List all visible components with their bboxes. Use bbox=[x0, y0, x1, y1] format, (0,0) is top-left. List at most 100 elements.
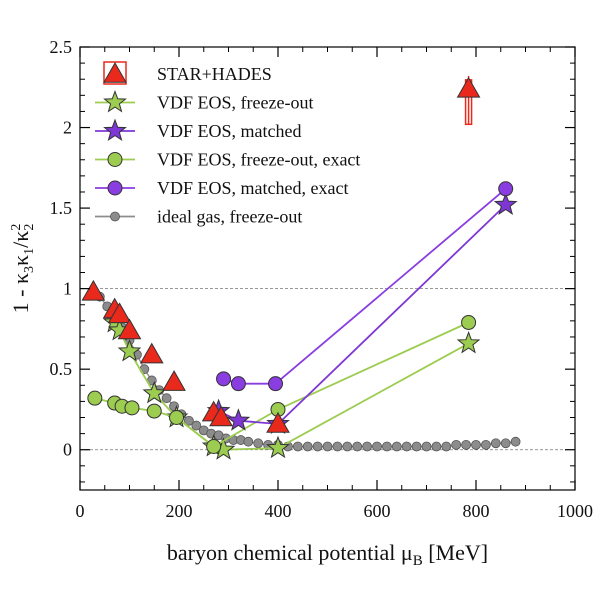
y-axis-label-part-3: /κ bbox=[8, 231, 33, 248]
point-vdf-eos-matched-exact bbox=[268, 376, 284, 392]
point-vdf-eos-matched-exact bbox=[216, 371, 232, 387]
point-vdf-eos-matched bbox=[226, 408, 251, 431]
y-axis-label-part-1: 1 - κ bbox=[8, 273, 33, 313]
series-star-hades bbox=[81, 279, 290, 433]
point-ideal-gas-freeze-out bbox=[191, 420, 202, 431]
point-ideal-gas-freeze-out bbox=[183, 415, 194, 426]
point-vdf-eos-freeze-out-exact bbox=[146, 403, 162, 419]
legend-marker-ideal-gas-freeze-out bbox=[110, 211, 120, 222]
y-tick-label: 0.5 bbox=[50, 359, 73, 379]
point-ideal-gas-freeze-out bbox=[421, 441, 432, 452]
legend-marker-vdf-eos-freeze-out-exact bbox=[107, 152, 123, 167]
point-vdf-eos-matched-exact bbox=[230, 376, 246, 392]
point-ideal-gas-freeze-out bbox=[322, 441, 333, 452]
legend-label: VDF EOS, matched bbox=[157, 121, 301, 141]
point-ideal-gas-freeze-out bbox=[352, 441, 363, 452]
point-ideal-gas-freeze-out bbox=[381, 441, 392, 452]
point-vdf-eos-freeze-out-exact bbox=[169, 410, 185, 426]
point-ideal-gas-freeze-out bbox=[451, 439, 462, 450]
y-tick-label: 1 bbox=[63, 279, 72, 299]
legend-item-vdf-eos-freeze-out-exact: VDF EOS, freeze-out, exact bbox=[95, 150, 360, 170]
legend-label: STAR+HADES bbox=[157, 64, 272, 84]
point-ideal-gas-freeze-out bbox=[243, 436, 254, 447]
reference-lines bbox=[80, 288, 575, 451]
point-ideal-gas-freeze-out bbox=[362, 441, 373, 452]
point-ideal-gas-freeze-out bbox=[161, 393, 172, 404]
plot-frame bbox=[79, 46, 576, 491]
axis-ticks bbox=[79, 46, 576, 490]
point-ideal-gas-freeze-out bbox=[332, 441, 343, 452]
point-ideal-gas-freeze-out bbox=[342, 441, 353, 452]
point-ideal-gas-freeze-out bbox=[312, 441, 323, 452]
y-axis-label: 1 - κ3κ1/κ22 bbox=[8, 224, 37, 314]
y-axis-label-group: 1 - κ3κ1/κ22 bbox=[8, 224, 37, 314]
point-ideal-gas-freeze-out bbox=[431, 441, 442, 452]
point-ideal-gas-freeze-out bbox=[302, 441, 313, 452]
point-ideal-gas-freeze-out bbox=[411, 441, 422, 452]
series-line-ideal-gas-freeze-out bbox=[92, 289, 516, 448]
x-axis-label-symbol: μ bbox=[401, 540, 413, 565]
series-layer bbox=[81, 181, 521, 460]
legend-marker-vdf-eos-matched-exact bbox=[107, 180, 123, 196]
point-star-hades bbox=[107, 302, 132, 324]
legend-item-vdf-eos-matched: VDF EOS, matched bbox=[95, 118, 301, 142]
point-ideal-gas-freeze-out bbox=[372, 441, 382, 452]
point-ideal-gas-freeze-out bbox=[441, 441, 452, 452]
legend-label: VDF EOS, freeze-out bbox=[157, 93, 313, 113]
point-ideal-gas-freeze-out bbox=[292, 441, 303, 452]
point-star-hades bbox=[266, 411, 290, 433]
x-tick-label: 200 bbox=[166, 501, 193, 521]
point-star-hades bbox=[209, 405, 233, 427]
point-vdf-eos-freeze-out-exact bbox=[87, 390, 103, 406]
extra-points-layer bbox=[456, 75, 481, 126]
x-tick-label: 400 bbox=[265, 501, 292, 521]
x-axis-label: baryon chemical potential μB [MeV] bbox=[167, 540, 488, 570]
point-ideal-gas-freeze-out bbox=[500, 438, 511, 449]
point-ideal-gas-freeze-out bbox=[471, 439, 481, 450]
point-vdf-eos-freeze-out bbox=[266, 435, 290, 459]
legend-marker-vdf-eos-matched bbox=[103, 118, 127, 142]
x-tick-label: 1000 bbox=[557, 501, 593, 521]
point-star-hades bbox=[139, 342, 164, 364]
point-vdf-eos-freeze-out-exact bbox=[461, 314, 477, 330]
point-vdf-eos-freeze-out bbox=[456, 330, 481, 354]
legend-marker-vdf-eos-freeze-out bbox=[103, 90, 127, 113]
legend: STAR+HADES VDF EOS, freeze-out VDF EOS, ma… bbox=[95, 61, 360, 227]
point-star-hades bbox=[117, 318, 142, 340]
point-star-hades bbox=[81, 279, 106, 301]
x-axis-label-text: baryon chemical potential bbox=[167, 540, 395, 565]
y-tick-label: 2 bbox=[63, 118, 72, 138]
x-axis-label-sub: B bbox=[413, 553, 423, 569]
legend-item-star-hades: STAR+HADES bbox=[103, 61, 272, 85]
x-tick-label: 0 bbox=[76, 501, 85, 521]
point-vdf-eos-matched bbox=[493, 192, 518, 215]
legend-item-vdf-eos-freeze-out: VDF EOS, freeze-out bbox=[95, 90, 313, 113]
point-vdf-eos-matched-exact bbox=[498, 181, 514, 197]
legend-item-ideal-gas-freeze-out: ideal gas, freeze-out bbox=[95, 207, 302, 227]
point-star-hades bbox=[456, 76, 481, 98]
point-ideal-gas-freeze-out bbox=[461, 439, 472, 450]
x-tick-label: 800 bbox=[463, 501, 490, 521]
x-axis-label-unit: [MeV] bbox=[428, 540, 488, 565]
legend-marker-star-hades bbox=[103, 61, 127, 83]
y-axis-label-sub-2: 1 bbox=[22, 248, 37, 255]
point-ideal-gas-freeze-out bbox=[480, 439, 491, 450]
point-vdf-eos-freeze-out bbox=[142, 380, 167, 404]
series-vdf-eos-matched-exact bbox=[216, 181, 514, 392]
legend-label: ideal gas, freeze-out bbox=[157, 207, 302, 227]
x-tick-label: 600 bbox=[364, 501, 391, 521]
point-ideal-gas-freeze-out bbox=[253, 438, 264, 449]
series-ideal-gas-freeze-out bbox=[88, 285, 521, 452]
series-vdf-eos-freeze-out bbox=[102, 310, 481, 460]
point-vdf-eos-freeze-out bbox=[117, 339, 142, 362]
y-tick-label: 1.5 bbox=[50, 198, 73, 218]
y-axis-label-sub-1: 3 bbox=[22, 266, 37, 273]
series-vdf-eos-matched bbox=[206, 192, 518, 435]
point-vdf-eos-freeze-out-exact bbox=[124, 400, 140, 416]
y-tick-label: 0 bbox=[63, 440, 72, 460]
series-line-vdf-eos-matched-exact bbox=[223, 188, 507, 385]
y-tick-label: 2.5 bbox=[50, 37, 73, 57]
point-ideal-gas-freeze-out bbox=[490, 438, 501, 449]
tick-labels: 0 200 400 600 800 1000 0 0.5 1 1.5 2 2.5 bbox=[50, 37, 594, 521]
